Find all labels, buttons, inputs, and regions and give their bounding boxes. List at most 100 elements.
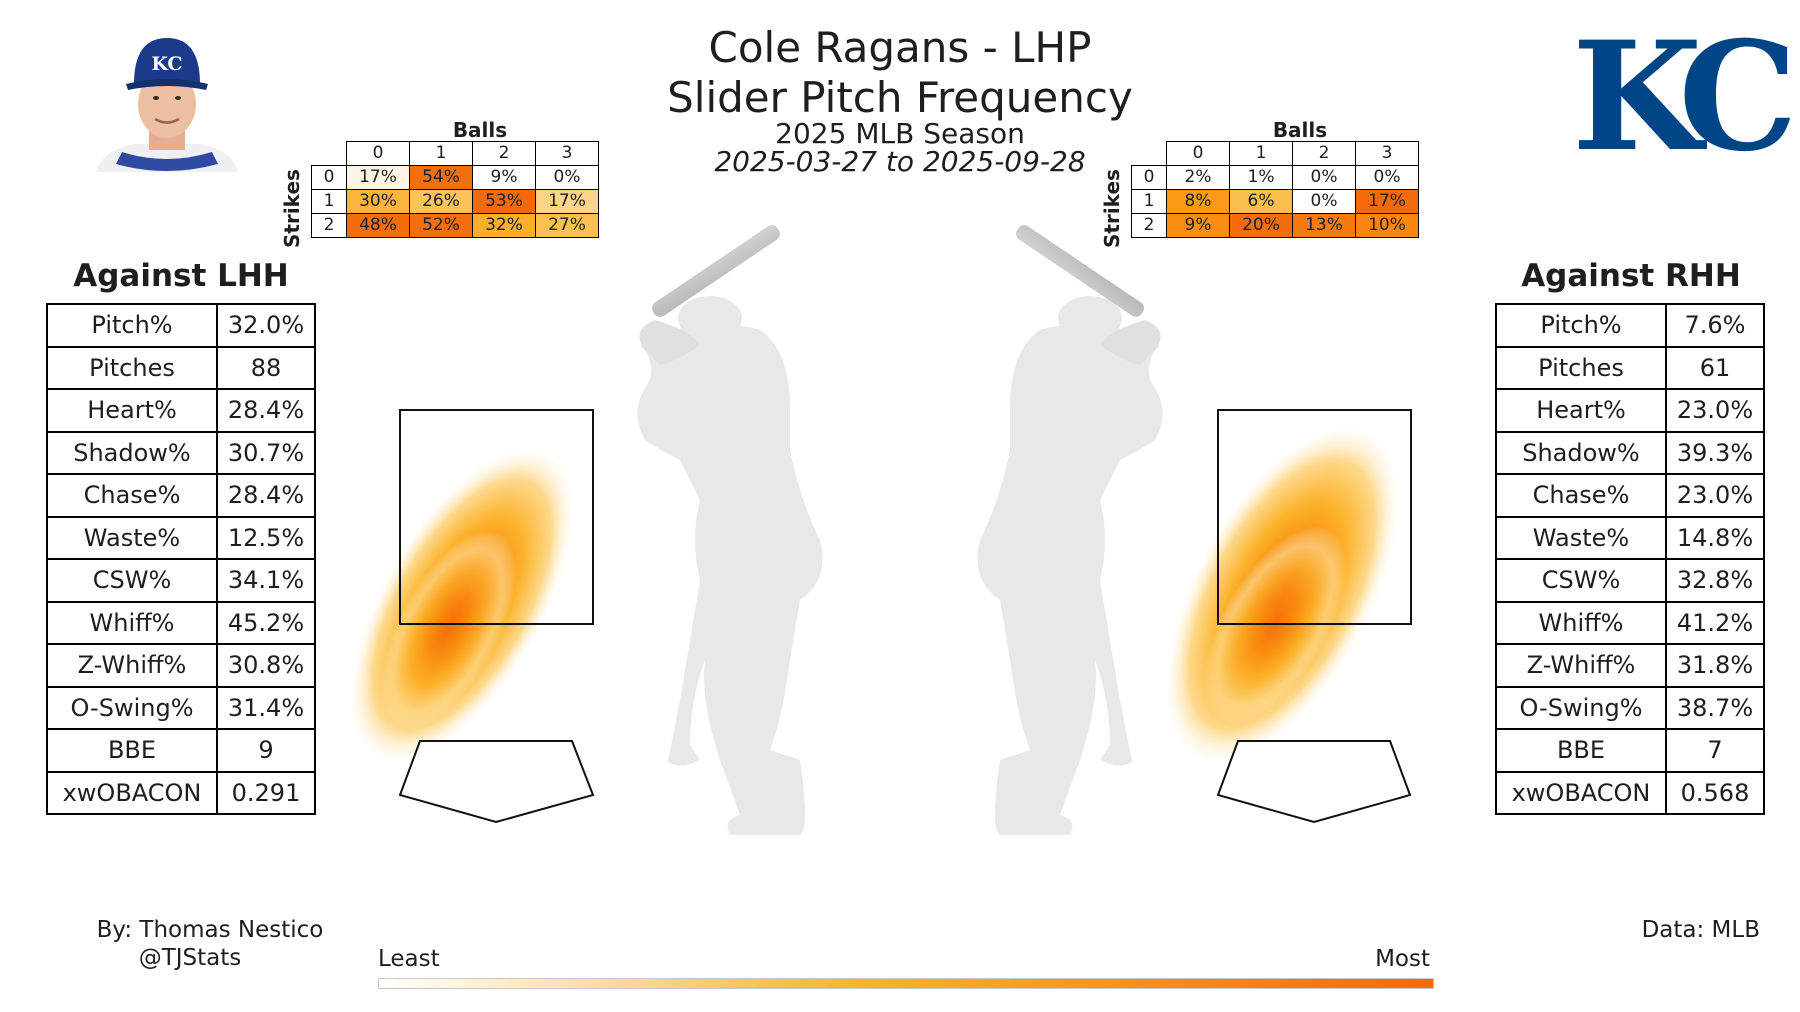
lhh-stat-label: Waste% bbox=[46, 515, 218, 560]
lhh-ball-header: 2 bbox=[472, 141, 536, 166]
rhh-count-cell: 20% bbox=[1229, 213, 1293, 238]
rhh-stat-label: Waste% bbox=[1495, 515, 1667, 560]
rhh-stat-value: 23.0% bbox=[1665, 473, 1765, 518]
rhh-count-cell: 0% bbox=[1292, 189, 1356, 214]
lhh-count-cell: 0% bbox=[535, 165, 599, 190]
lhh-stat-row: Pitches 88 bbox=[46, 345, 316, 390]
rhh-stat-label: BBE bbox=[1495, 728, 1667, 773]
rhh-strike-header: 2 bbox=[1131, 213, 1167, 238]
lhh-count-cell: 30% bbox=[346, 189, 410, 214]
lhh-stat-label: Z-Whiff% bbox=[46, 643, 218, 688]
rhh-balls-label: Balls bbox=[1272, 118, 1328, 142]
rhh-stat-value: 7 bbox=[1665, 728, 1765, 773]
pitch-location-graphic bbox=[350, 225, 1412, 835]
rhh-stat-row: Chase% 23.0% bbox=[1495, 473, 1765, 518]
rhh-title: Against RHH bbox=[1521, 258, 1741, 294]
title-player: Cole Ragans - LHP bbox=[708, 23, 1092, 72]
rhh-stat-label: CSW% bbox=[1495, 558, 1667, 603]
lhh-count-cell: 9% bbox=[472, 165, 536, 190]
lhh-home-plate bbox=[398, 740, 595, 824]
lhh-stat-label: xwOBACON bbox=[46, 770, 218, 815]
rhh-count-cell: 9% bbox=[1166, 213, 1230, 238]
rhh-count-cell: 10% bbox=[1355, 213, 1419, 238]
lhh-count-cell: 17% bbox=[346, 165, 410, 190]
lhh-count-cell: 48% bbox=[346, 213, 410, 238]
rhh-stat-label: Z-Whiff% bbox=[1495, 643, 1667, 688]
lhh-stat-row: CSW% 34.1% bbox=[46, 558, 316, 603]
rhh-stat-label: O-Swing% bbox=[1495, 685, 1667, 730]
rhh-count-cell: 0% bbox=[1355, 165, 1419, 190]
lhh-count-cell: 32% bbox=[472, 213, 536, 238]
lhh-stat-value: 32.0% bbox=[216, 303, 316, 348]
colorbar-high-label: Most bbox=[1375, 946, 1430, 972]
lhh-stat-value: 0.291 bbox=[216, 770, 316, 815]
rhh-strike-header: 0 bbox=[1131, 165, 1167, 190]
lhh-count-cell: 26% bbox=[409, 189, 473, 214]
lhh-stat-value: 45.2% bbox=[216, 600, 316, 645]
rhh-ball-header: 1 bbox=[1229, 141, 1293, 166]
lhh-stat-row: Waste% 12.5% bbox=[46, 515, 316, 560]
lhh-stat-value: 30.8% bbox=[216, 643, 316, 688]
rhh-count-cell: 17% bbox=[1355, 189, 1419, 214]
rhh-home-plate bbox=[1216, 740, 1412, 824]
lhh-ball-header: 1 bbox=[409, 141, 473, 166]
rhh-count-table: 0 1 2 3 0 2% 1% 0% 0% 1 8% 6% 0% 17% 2 9% 20% 13% 10% bbox=[1131, 141, 1419, 238]
rhh-count-cell: 0% bbox=[1292, 165, 1356, 190]
rhh-stat-value: 38.7% bbox=[1665, 685, 1765, 730]
lhh-count-cell: 53% bbox=[472, 189, 536, 214]
team-logo: KC bbox=[1572, 9, 1798, 185]
lhh-stat-value: 34.1% bbox=[216, 558, 316, 603]
rhh-stat-value: 23.0% bbox=[1665, 388, 1765, 433]
rhh-stat-row: Whiff% 41.2% bbox=[1495, 600, 1765, 645]
lhh-stat-label: Chase% bbox=[46, 473, 218, 518]
lhh-stat-row: O-Swing% 31.4% bbox=[46, 685, 316, 730]
rhh-stat-row: Pitches 61 bbox=[1495, 345, 1765, 390]
lhh-strike-zone bbox=[399, 409, 594, 625]
rhh-stat-label: Pitches bbox=[1495, 345, 1667, 390]
rhh-stat-row: Pitch% 7.6% bbox=[1495, 303, 1765, 348]
rhh-stat-value: 14.8% bbox=[1665, 515, 1765, 560]
lhh-stat-label: Whiff% bbox=[46, 600, 218, 645]
rhh-stat-row: xwOBACON 0.568 bbox=[1495, 770, 1765, 815]
rhh-stats-table: Pitch% 7.6% Pitches 61 Heart% 23.0% Shadow% 39.… bbox=[1495, 303, 1765, 815]
lhh-stat-row: BBE 9 bbox=[46, 728, 316, 773]
rhh-stat-label: xwOBACON bbox=[1495, 770, 1667, 815]
lhh-strike-header: 2 bbox=[311, 213, 347, 238]
lhh-stat-label: BBE bbox=[46, 728, 218, 773]
lhh-stat-label: CSW% bbox=[46, 558, 218, 603]
rhh-stat-label: Whiff% bbox=[1495, 600, 1667, 645]
rhh-stat-label: Heart% bbox=[1495, 388, 1667, 433]
rhh-stat-row: Waste% 14.8% bbox=[1495, 515, 1765, 560]
rhh-stat-row: BBE 7 bbox=[1495, 728, 1765, 773]
rhh-stat-row: CSW% 32.8% bbox=[1495, 558, 1765, 603]
lhh-balls-label: Balls bbox=[452, 118, 508, 142]
lhh-stat-value: 88 bbox=[216, 345, 316, 390]
colorbar bbox=[378, 978, 1434, 989]
rhh-stat-value: 61 bbox=[1665, 345, 1765, 390]
rhh-count-cell: 8% bbox=[1166, 189, 1230, 214]
rhh-batter-silhouette bbox=[977, 225, 1163, 835]
rhh-stat-value: 31.8% bbox=[1665, 643, 1765, 688]
lhh-stat-label: O-Swing% bbox=[46, 685, 218, 730]
lhh-stat-value: 30.7% bbox=[216, 430, 316, 475]
cap-logo-text: KC bbox=[151, 53, 182, 75]
rhh-ball-header: 0 bbox=[1166, 141, 1230, 166]
lhh-count-cell: 27% bbox=[535, 213, 599, 238]
lhh-stat-value: 31.4% bbox=[216, 685, 316, 730]
rhh-stat-row: Shadow% 39.3% bbox=[1495, 430, 1765, 475]
lhh-stat-row: Z-Whiff% 30.8% bbox=[46, 643, 316, 688]
date-range: 2025-03-27 to 2025-09-28 bbox=[714, 145, 1086, 178]
title-pitch-type: Slider Pitch Frequency bbox=[667, 73, 1133, 122]
rhh-stat-value: 41.2% bbox=[1665, 600, 1765, 645]
rhh-stat-row: O-Swing% 38.7% bbox=[1495, 685, 1765, 730]
lhh-stat-row: Shadow% 30.7% bbox=[46, 430, 316, 475]
data-source: Data: MLB bbox=[1641, 917, 1760, 943]
rhh-stat-value: 32.8% bbox=[1665, 558, 1765, 603]
lhh-strike-header: 0 bbox=[311, 165, 347, 190]
player-headshot: KC bbox=[96, 38, 238, 172]
lhh-stat-row: Whiff% 45.2% bbox=[46, 600, 316, 645]
author-handle: @TJStats bbox=[138, 945, 242, 971]
rhh-count-cell: 13% bbox=[1292, 213, 1356, 238]
lhh-stat-row: xwOBACON 0.291 bbox=[46, 770, 316, 815]
lhh-stat-label: Shadow% bbox=[46, 430, 218, 475]
